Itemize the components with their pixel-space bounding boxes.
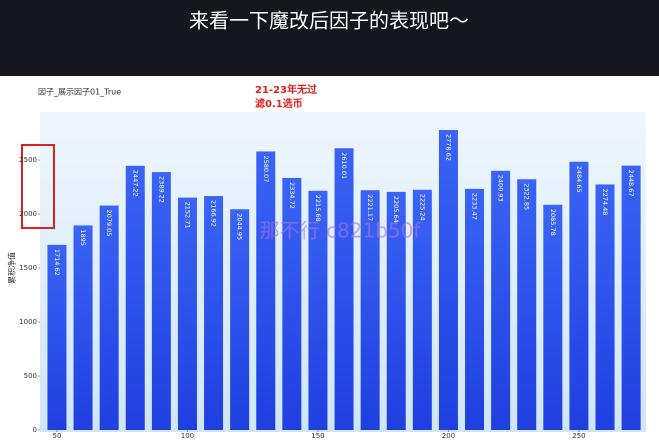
bar <box>308 190 328 430</box>
value-label: 1714.62 <box>53 249 61 276</box>
bar <box>438 130 458 430</box>
value-label: 2044.95 <box>236 213 244 240</box>
watermark: 那不行 c821b50f <box>260 219 422 243</box>
highlight-box <box>21 144 55 229</box>
caption: 来看一下魔改后因子的表现吧～ <box>189 9 469 33</box>
y-tick-label: 500 <box>24 372 37 380</box>
video-band <box>0 0 659 76</box>
value-label: 2233.47 <box>471 193 479 220</box>
x-tick-label: 150 <box>311 432 324 440</box>
value-label: 2205.64 <box>392 196 400 223</box>
value-label: 2400.93 <box>497 175 505 202</box>
x-tick-label: 50 <box>53 432 62 440</box>
y-tick-label: 2000 <box>19 210 37 218</box>
bar <box>99 205 119 430</box>
value-label: 2225.24 <box>418 194 426 221</box>
x-tick-label: 250 <box>572 432 585 440</box>
value-label: 1895 <box>79 229 87 246</box>
value-label: 2166.92 <box>210 200 218 227</box>
value-label: 2322.85 <box>523 183 531 210</box>
annotation: 21-23年无过 <box>255 83 317 96</box>
annotation: 滤0.1选币 <box>255 97 303 110</box>
bar <box>412 189 432 430</box>
x-tick-label: 200 <box>442 432 455 440</box>
value-label: 2079.05 <box>105 210 113 237</box>
value-label: 2484.65 <box>575 166 583 193</box>
bar <box>151 172 171 430</box>
value-label: 2389.22 <box>157 176 165 203</box>
value-label: 2221.17 <box>366 194 374 221</box>
value-label: 2778.62 <box>444 134 452 161</box>
bar <box>334 148 354 430</box>
bar <box>360 190 380 430</box>
y-tick-label: 1500 <box>19 264 37 272</box>
bar <box>465 188 485 430</box>
bar <box>256 151 276 430</box>
bar <box>177 197 197 430</box>
y-tick-label: 0 <box>33 426 37 434</box>
value-label: 2334.72 <box>288 182 296 209</box>
bar <box>595 184 615 430</box>
bar <box>282 177 302 430</box>
value-label: 2215.68 <box>314 195 322 222</box>
value-label: 2610.01 <box>340 152 348 179</box>
chart-title: 因子_展示因子01_True <box>38 88 121 97</box>
value-label: 2274.48 <box>601 188 609 215</box>
bar <box>125 165 145 430</box>
value-label: 2448.67 <box>627 170 635 197</box>
bar <box>621 165 641 430</box>
bar <box>491 170 511 430</box>
x-tick-label: 100 <box>181 432 194 440</box>
bar <box>230 209 250 430</box>
y-tick-label: 1000 <box>19 318 37 326</box>
y-axis-label: 累积净值 <box>7 252 17 284</box>
value-label: 2447.22 <box>131 170 139 197</box>
value-label: 2580.07 <box>262 155 270 182</box>
bar <box>517 179 537 430</box>
value-label: 2152.71 <box>183 202 191 229</box>
bar <box>386 191 406 430</box>
value-label: 2085.78 <box>549 209 557 236</box>
bar <box>204 196 224 430</box>
bar <box>569 161 589 430</box>
bar <box>73 225 93 430</box>
y-tick-label: 2500 <box>19 156 37 164</box>
bar <box>47 244 67 430</box>
bar <box>543 204 563 430</box>
